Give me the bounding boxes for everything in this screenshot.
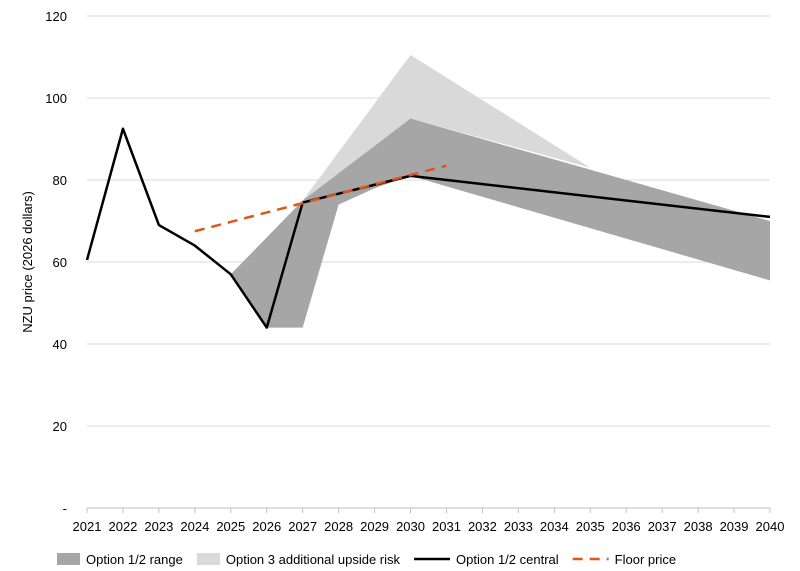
x-tick-label: 2031 bbox=[432, 519, 461, 534]
x-tick-label: 2033 bbox=[504, 519, 533, 534]
x-axis: 2021 2022 2023 2024 2025 2026 2027 2028 2029 2030… bbox=[73, 507, 785, 534]
x-tick-label: 2028 bbox=[324, 519, 353, 534]
legend: Option 1/2 range Option 3 additional upsi… bbox=[57, 552, 676, 567]
x-tick-label: 2029 bbox=[360, 519, 389, 534]
legend-swatch-option-1-2-range bbox=[57, 553, 80, 565]
x-tick-label: 2040 bbox=[756, 519, 785, 534]
band-option-3-additional-upside-risk bbox=[302, 54, 591, 201]
line-option-1-2-central bbox=[85, 127, 771, 329]
x-tick-label: 2023 bbox=[144, 519, 173, 534]
x-tick-label: 2035 bbox=[576, 519, 605, 534]
x-tick-label: 2024 bbox=[180, 519, 209, 534]
x-tick-label: 2034 bbox=[540, 519, 569, 534]
x-tick-label: 2022 bbox=[108, 519, 137, 534]
legend-swatch-option-3-additional-upside-risk bbox=[196, 553, 220, 565]
y-tick-label: 40 bbox=[53, 337, 67, 352]
x-tick-label: 2039 bbox=[720, 519, 749, 534]
y-tick-label: 120 bbox=[45, 9, 67, 24]
y-tick-label: 20 bbox=[53, 419, 67, 434]
x-tick-label: 2038 bbox=[684, 519, 713, 534]
x-tick-label: 2025 bbox=[216, 519, 245, 534]
y-axis: - 20 40 60 80 100 120 bbox=[45, 9, 67, 516]
legend-label-floor-price: Floor price bbox=[615, 552, 676, 567]
x-tick-label: 2036 bbox=[612, 519, 641, 534]
legend-label-option-3-additional-upside-risk: Option 3 additional upside risk bbox=[226, 552, 401, 567]
band-option-1-2-range bbox=[230, 118, 770, 328]
x-tick-label: 2021 bbox=[73, 519, 102, 534]
bands bbox=[230, 54, 770, 328]
legend-label-option-1-2-range: Option 1/2 range bbox=[86, 552, 183, 567]
y-tick-label: - bbox=[63, 501, 67, 516]
lines bbox=[85, 127, 771, 329]
line-floor-price bbox=[194, 164, 447, 233]
x-tick-label: 2027 bbox=[288, 519, 317, 534]
x-tick-label: 2032 bbox=[468, 519, 497, 534]
x-tick-label: 2026 bbox=[252, 519, 281, 534]
y-tick-label: 60 bbox=[53, 255, 67, 270]
x-tick-label: 2030 bbox=[396, 519, 425, 534]
x-tick-label: 2037 bbox=[648, 519, 677, 534]
y-tick-label: 80 bbox=[53, 173, 67, 188]
legend-label-option-1-2-central: Option 1/2 central bbox=[456, 552, 559, 567]
y-tick-label: 100 bbox=[45, 91, 67, 106]
y-axis-title: NZU price (2026 dollars) bbox=[20, 191, 35, 333]
